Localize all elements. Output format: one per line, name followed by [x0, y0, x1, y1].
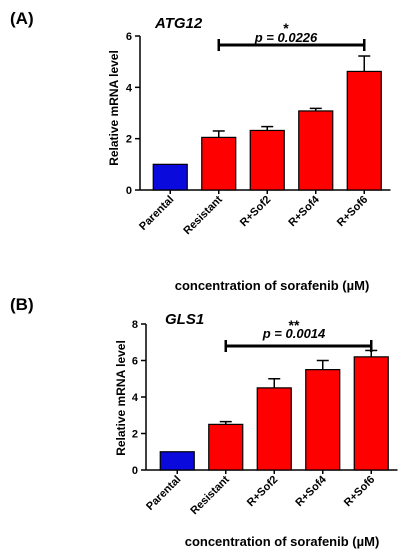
- panel-b-x-tick-label: R+Sof4: [293, 473, 329, 509]
- panel-b-bar-resistant: [208, 423, 244, 471]
- panel-a-y-tick-label: 2: [126, 134, 132, 146]
- panel-b-label: (B): [10, 295, 34, 314]
- panel-a-y-tick-label: 6: [126, 31, 132, 43]
- panel-a-y-tick-label: 4: [126, 82, 133, 94]
- panel-b-bar-parental: [159, 451, 195, 471]
- panel-b-plot: 0 2 4 6 8 Parental Resistant R+Sof2 R+Sof4 R+Sof6: [132, 319, 398, 517]
- panel-b-sig-stars: **: [289, 317, 300, 333]
- panel-a-xlabel: concentration of sorafenib (µM): [175, 278, 370, 293]
- panel-b-y-tick-label: 2: [132, 429, 138, 441]
- panel-a-x-tick-label: Resistant: [181, 193, 225, 237]
- panel-b-x-tick-label: Parental: [144, 474, 183, 513]
- panel-b-xlabel: concentration of sorafenib (µM): [185, 534, 380, 549]
- panel-b-x-tick-label: R+Sof2: [245, 474, 281, 510]
- panel-b-x-tick-label: R+Sof6: [342, 474, 378, 510]
- panel-b-y-tick-label: 6: [132, 356, 138, 368]
- panel-b-gene-title: GLS1: [165, 311, 204, 328]
- panel-b-x-tick-label: Resistant: [188, 473, 232, 517]
- panel-a-x-tick-label: Parental: [137, 194, 176, 233]
- panel-b-bar-r-sof4: [305, 369, 341, 471]
- panel-b-bar-r-sof6: [353, 356, 389, 471]
- panel-a-y-tick-label: 0: [126, 185, 132, 197]
- panel-b-y-tick-label: 4: [132, 392, 139, 404]
- panel-a-pvalue: p = 0.0226: [254, 30, 318, 45]
- panel-b-pvalue: p = 0.0014: [262, 326, 326, 341]
- panel-a-bar-r-sof2: [249, 129, 285, 191]
- panel-a-label: (A): [10, 9, 34, 28]
- panel-b-y-tick-label: 8: [132, 319, 138, 331]
- panel-a-bar-parental: [152, 163, 188, 191]
- panel-b-y-tick-label: 0: [132, 465, 138, 477]
- panel-a-bar-resistant: [201, 136, 237, 191]
- panel-a-plot: 0 2 4 6 Parental Resistant R+Sof2 R+Sof4 R+Sof6: [126, 31, 391, 237]
- panel-b-bar-r-sof2: [256, 387, 292, 471]
- panel-a-x-tick-label: R+Sof2: [238, 194, 274, 230]
- panel-a-x-tick-label: R+Sof4: [286, 193, 322, 229]
- panel-a-gene-title: ATG12: [154, 15, 203, 32]
- panel-b-ylabel: Relative mRNA level: [114, 340, 128, 456]
- panel-a-ylabel: Relative mRNA level: [107, 50, 121, 166]
- panel-a-bar-r-sof4: [298, 110, 334, 191]
- panel-a-sig-stars: *: [283, 20, 289, 36]
- panel-a-bar-r-sof6: [346, 70, 382, 191]
- panel-a-x-tick-label: R+Sof6: [335, 194, 371, 230]
